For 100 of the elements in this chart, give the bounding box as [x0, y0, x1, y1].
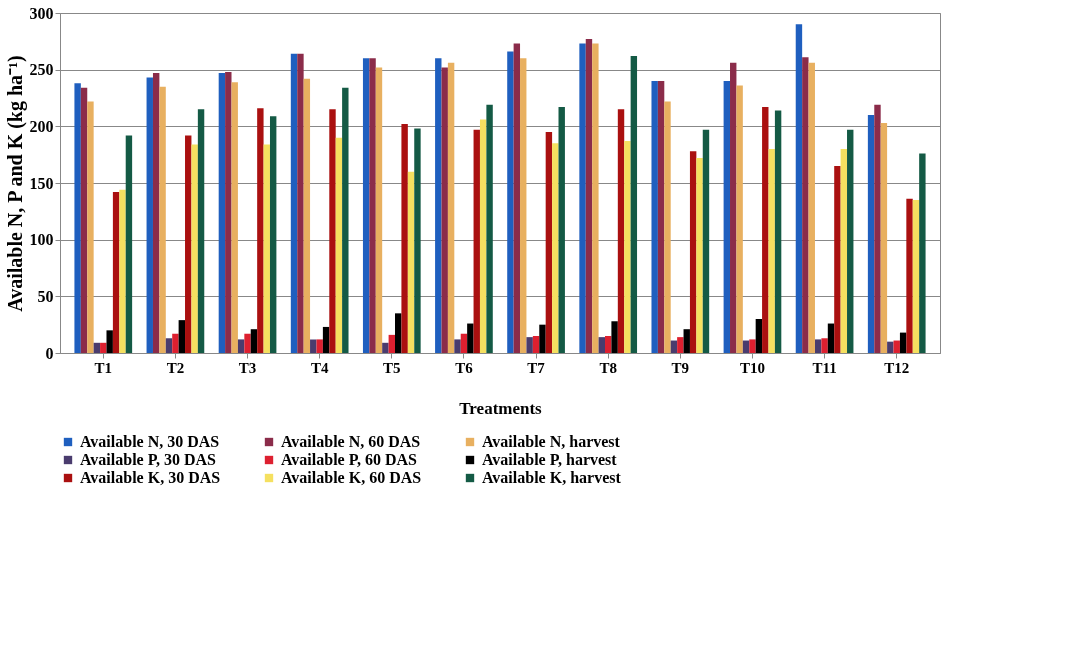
bar [880, 122, 888, 353]
y-tick-label: 200 [29, 117, 54, 135]
bar [342, 87, 349, 353]
x-tick-label: T7 [527, 359, 546, 376]
bar [532, 336, 540, 353]
bar [414, 128, 421, 353]
bar [290, 53, 298, 353]
bar [742, 340, 750, 353]
y-tick-label: 100 [29, 231, 54, 249]
bar [119, 189, 126, 353]
bar [683, 329, 690, 353]
bar [335, 137, 343, 353]
bar [93, 342, 101, 353]
bar [197, 109, 205, 353]
bar [297, 53, 304, 353]
legend-label: Available N, 30 DAS [80, 433, 220, 450]
bar [375, 67, 383, 353]
bar [362, 58, 370, 353]
x-axis-title: Treatments [459, 398, 543, 418]
bar [677, 337, 684, 353]
bar [768, 149, 775, 353]
bar [473, 129, 480, 353]
bar [730, 62, 737, 353]
x-tick-label: T8 [599, 359, 617, 376]
bar [74, 83, 81, 353]
bar [191, 144, 198, 353]
bar [539, 324, 546, 353]
bar [112, 192, 120, 353]
bar [231, 82, 238, 353]
bar [316, 339, 323, 353]
bar [664, 101, 671, 353]
bar [592, 43, 599, 353]
x-tick-label: T10 [739, 359, 765, 376]
bar [100, 342, 107, 353]
bar [696, 158, 703, 353]
bar [893, 340, 900, 353]
bar [185, 135, 192, 353]
bar [369, 58, 376, 353]
bar [874, 104, 881, 353]
bar [218, 73, 226, 353]
bar [755, 319, 763, 353]
bar [125, 135, 133, 353]
y-tick-label: 250 [29, 61, 54, 79]
bar [178, 320, 186, 353]
bar [630, 56, 638, 353]
bar [558, 107, 565, 353]
bar [159, 86, 166, 353]
bar [821, 338, 828, 353]
bar [802, 57, 809, 353]
bar [899, 332, 907, 353]
bar [486, 104, 493, 353]
bar [847, 129, 854, 353]
legend-label: Available P, 30 DAS [80, 451, 217, 468]
bar [269, 116, 277, 353]
x-tick-label: T4 [310, 359, 329, 376]
bar [834, 166, 841, 353]
bar [762, 107, 769, 353]
legend-label: Available P, 60 DAS [281, 451, 418, 468]
bar [172, 333, 179, 353]
legend-label: Available N, 60 DAS [281, 433, 421, 450]
bar [827, 323, 835, 353]
bar [814, 339, 822, 353]
bar [723, 81, 731, 353]
bar [401, 124, 408, 353]
x-tick-label: T1 [94, 359, 113, 376]
bar [552, 143, 559, 353]
bar [840, 149, 848, 353]
bar [736, 85, 743, 353]
bar [670, 340, 678, 353]
bar [604, 336, 612, 353]
bar [912, 200, 920, 353]
bar [146, 77, 153, 353]
bar [322, 326, 330, 353]
legend-label: Available P, harvest [482, 451, 618, 468]
bar [467, 323, 474, 353]
bar [887, 341, 894, 353]
bar [454, 339, 461, 353]
bar [225, 71, 232, 353]
bar [152, 73, 160, 353]
bar [435, 58, 442, 353]
bar [919, 153, 926, 353]
legend-label: Available N, harvest [482, 433, 621, 450]
legend-label: Available K, 60 DAS [281, 469, 422, 486]
bar [702, 129, 710, 353]
x-tick-label: T3 [238, 359, 257, 376]
bar [407, 171, 415, 353]
bar [867, 115, 875, 353]
bar [106, 330, 113, 353]
bar [507, 51, 514, 353]
y-axis-title: Available N, P and K (kg ha⁻¹) [3, 55, 27, 312]
x-tick-label: T9 [671, 359, 690, 376]
bar [329, 109, 336, 353]
legend-label: Available K, harvest [482, 469, 622, 486]
bar [579, 43, 586, 353]
bar [388, 334, 396, 353]
bar [585, 39, 593, 353]
bar [382, 342, 389, 353]
bar [624, 141, 631, 353]
bar [80, 87, 88, 353]
x-tick-label: T2 [166, 359, 185, 376]
